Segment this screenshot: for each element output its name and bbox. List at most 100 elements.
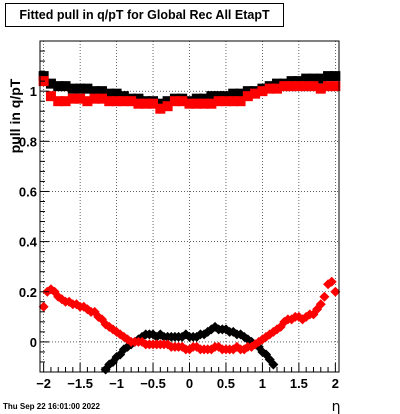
data-point-square [191, 98, 202, 109]
data-point-square [199, 98, 210, 109]
x-tick-label: −1.5 [67, 376, 93, 391]
data-point-square [111, 88, 122, 99]
data-point-diamond [326, 276, 337, 287]
data-point-square [67, 93, 78, 104]
data-point-square [184, 98, 195, 109]
data-point-square [104, 96, 115, 107]
data-point-square [286, 81, 297, 92]
data-point-square [53, 96, 64, 107]
y-tick-label: 0.2 [19, 285, 37, 300]
data-point-diamond [315, 299, 326, 310]
data-markers [38, 71, 341, 375]
x-axis-label: η [332, 399, 341, 414]
data-point-square [75, 83, 86, 94]
x-tick-label: −2 [36, 376, 51, 391]
data-point-diamond [118, 331, 129, 342]
x-tick-label: 1.5 [290, 376, 308, 391]
data-point-square [60, 96, 71, 107]
data-point-square [264, 83, 275, 94]
data-point-square [133, 93, 144, 104]
grid-lines [40, 41, 339, 372]
data-point-diamond [118, 344, 129, 355]
data-point-square [45, 78, 56, 89]
data-point-square [272, 83, 283, 94]
data-point-square [199, 93, 210, 104]
y-tick-label: 1 [30, 84, 37, 99]
data-point-square [140, 98, 151, 109]
data-point-square [89, 86, 100, 97]
data-point-square [308, 73, 319, 84]
data-point-square [301, 81, 312, 92]
data-point-square [82, 96, 93, 107]
data-point-square [191, 93, 202, 104]
data-point-square [169, 96, 180, 107]
data-point-square [206, 98, 217, 109]
data-point-square [82, 83, 93, 94]
data-point-square [250, 88, 261, 99]
x-tick-label: 0.5 [217, 376, 235, 391]
data-point-square [228, 96, 239, 107]
data-point-diamond [250, 339, 261, 350]
data-point-square [293, 76, 304, 87]
data-point-diamond [38, 301, 49, 312]
data-point-square [308, 81, 319, 92]
data-point-square [75, 93, 86, 104]
data-point-square [155, 103, 166, 114]
data-point-square [104, 88, 115, 99]
data-point-square [60, 81, 71, 92]
data-point-square [53, 81, 64, 92]
data-point-square [220, 91, 231, 102]
data-point-diamond [330, 286, 341, 297]
data-point-square [45, 91, 56, 102]
data-point-square [89, 93, 100, 104]
timestamp: Thu Sep 22 16:01:00 2022 [3, 402, 100, 411]
data-point-square [213, 96, 224, 107]
x-tick-label: −1 [109, 376, 124, 391]
data-point-square [126, 96, 137, 107]
data-point-square [293, 81, 304, 92]
data-point-square [155, 98, 166, 109]
x-tick-label: 2 [332, 376, 339, 391]
data-point-square [235, 96, 246, 107]
data-point-square [148, 98, 159, 109]
x-tick-label: −0.5 [140, 376, 166, 391]
y-axis-label: pull in q/pT [7, 78, 23, 153]
data-point-square [213, 91, 224, 102]
data-point-square [315, 83, 326, 94]
x-tick-label: 0 [186, 376, 193, 391]
data-point-square [235, 88, 246, 99]
data-point-square [67, 83, 78, 94]
data-point-square [301, 73, 312, 84]
data-point-square [315, 73, 326, 84]
data-point-square [220, 96, 231, 107]
data-point-square [162, 96, 173, 107]
data-point-square [228, 88, 239, 99]
data-point-square [257, 86, 268, 97]
data-point-square [242, 86, 253, 97]
data-point-square [118, 96, 129, 107]
y-tick-label: 0 [30, 335, 37, 350]
y-tick-label: 0.6 [19, 184, 37, 199]
data-point-square [330, 71, 341, 82]
data-point-square [162, 101, 173, 112]
chart-title: Fitted pull in q/pT for Global Rec All E… [5, 3, 284, 27]
axis-ticks: −2 −1.5 −1 −0.5 0 0.5 1 1.5 2 0 0.2 0.4 0.6 0.8 1 [19, 40, 339, 391]
data-point-square [118, 91, 129, 102]
data-point-square [272, 78, 283, 89]
data-point-square [177, 96, 188, 107]
data-point-square [133, 98, 144, 109]
y-tick-label: 0.8 [19, 134, 37, 149]
x-tick-label: 1 [259, 376, 266, 391]
data-point-square [111, 96, 122, 107]
data-point-diamond [319, 291, 330, 302]
data-point-square [242, 91, 253, 102]
data-point-square [286, 76, 297, 87]
data-point-square [206, 91, 217, 102]
data-point-square [96, 86, 107, 97]
data-point-diamond [56, 294, 67, 305]
data-point-square [279, 81, 290, 92]
data-point-square [330, 81, 341, 92]
data-point-square [323, 81, 334, 92]
data-point-square [323, 71, 334, 82]
